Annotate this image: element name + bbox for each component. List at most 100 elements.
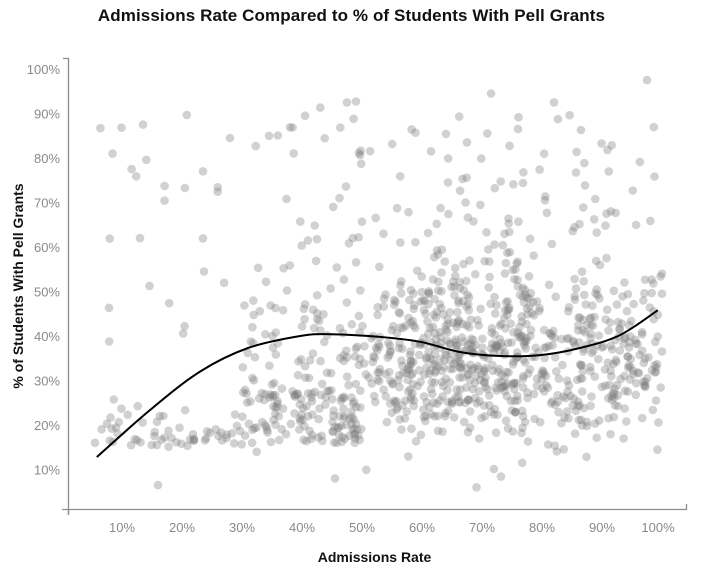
- data-point: [480, 365, 489, 375]
- data-point: [282, 194, 291, 204]
- data-point: [579, 403, 589, 413]
- data-point: [620, 371, 629, 381]
- data-point: [607, 395, 617, 405]
- data-point: [645, 303, 655, 312]
- data-point: [436, 203, 445, 213]
- data-point: [337, 437, 347, 447]
- data-point: [205, 428, 215, 438]
- data-point: [547, 331, 556, 341]
- data-point: [271, 420, 280, 430]
- data-point: [246, 397, 255, 406]
- data-point: [300, 300, 310, 309]
- data-point: [508, 265, 517, 275]
- data-point: [403, 375, 413, 385]
- data-point: [518, 374, 528, 383]
- data-point: [269, 402, 278, 411]
- data-point: [90, 438, 100, 448]
- data-point: [297, 241, 307, 250]
- data-point: [289, 149, 299, 158]
- data-point: [395, 382, 404, 392]
- data-point: [462, 302, 471, 311]
- data-point: [281, 429, 291, 439]
- data-point: [328, 202, 338, 212]
- data-point: [335, 193, 344, 203]
- data-point: [590, 372, 600, 382]
- data-point: [559, 445, 569, 454]
- data-point: [656, 383, 665, 392]
- data-point: [126, 440, 136, 450]
- data-point: [340, 434, 350, 444]
- data-point: [391, 398, 400, 407]
- data-point: [438, 427, 447, 437]
- data-point: [246, 337, 256, 346]
- data-point: [262, 425, 272, 435]
- data-point: [469, 217, 478, 226]
- data-point: [505, 303, 514, 313]
- data-point: [517, 317, 527, 327]
- data-point: [554, 407, 563, 417]
- data-point: [641, 381, 650, 391]
- data-point: [634, 368, 644, 378]
- data-point: [145, 281, 154, 291]
- data-point: [349, 414, 358, 424]
- data-point: [309, 323, 319, 333]
- data-point: [541, 371, 551, 381]
- data-point: [373, 368, 382, 377]
- data-point: [609, 286, 619, 296]
- data-point: [356, 286, 365, 295]
- data-point: [406, 285, 416, 295]
- data-point: [357, 424, 366, 434]
- data-point: [398, 361, 407, 371]
- data-point: [529, 389, 539, 399]
- data-point: [604, 326, 613, 335]
- data-point: [462, 363, 471, 373]
- data-point: [501, 381, 510, 391]
- data-point: [409, 304, 419, 314]
- x-tick-label: 90%: [589, 520, 615, 535]
- data-point: [188, 430, 198, 439]
- x-tick-label: 20%: [169, 520, 195, 535]
- data-point: [442, 336, 452, 345]
- data-point: [135, 233, 145, 243]
- data-point: [646, 216, 655, 226]
- data-point: [520, 358, 530, 367]
- data-point: [511, 407, 520, 417]
- data-point: [499, 313, 509, 323]
- data-point: [330, 474, 340, 483]
- data-point: [395, 172, 405, 181]
- data-point: [312, 314, 322, 324]
- data-point: [314, 316, 324, 326]
- data-point: [339, 356, 349, 366]
- data-point: [310, 221, 320, 230]
- data-point: [265, 393, 275, 402]
- data-point: [182, 110, 192, 120]
- data-point: [471, 340, 480, 350]
- data-point: [521, 344, 531, 353]
- data-point: [403, 365, 412, 374]
- data-point: [535, 417, 545, 427]
- data-point: [578, 366, 587, 376]
- data-point: [573, 375, 582, 385]
- data-point: [389, 396, 399, 406]
- data-point: [487, 324, 497, 333]
- data-point: [450, 263, 460, 273]
- data-point: [123, 410, 132, 420]
- data-point: [334, 430, 344, 440]
- data-point: [515, 323, 524, 332]
- data-point: [401, 321, 411, 331]
- data-point: [553, 397, 563, 407]
- data-point: [269, 378, 279, 388]
- data-point: [528, 298, 538, 307]
- data-point: [389, 300, 399, 310]
- data-point: [371, 397, 380, 407]
- data-point: [475, 396, 484, 406]
- data-point: [108, 149, 117, 158]
- data-point: [503, 310, 512, 320]
- data-point: [498, 382, 508, 392]
- data-point: [431, 366, 441, 376]
- data-point: [508, 360, 518, 369]
- data-point: [624, 363, 633, 373]
- data-point: [512, 378, 521, 388]
- data-point: [371, 213, 381, 223]
- data-point: [447, 282, 456, 292]
